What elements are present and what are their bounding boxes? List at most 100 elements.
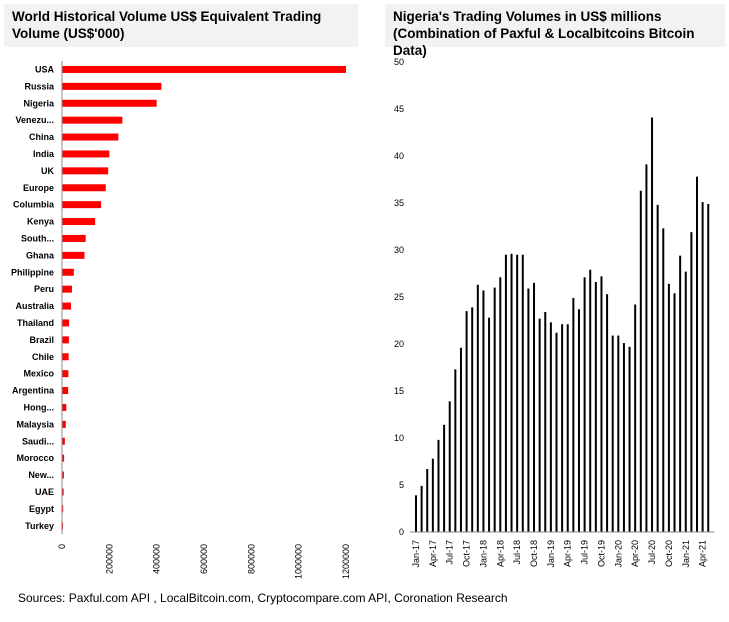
y-tick-label-10: 50 bbox=[394, 57, 404, 67]
bar-18 bbox=[62, 370, 69, 378]
bar-23 bbox=[62, 454, 65, 462]
month-tick-label-1: Apr-17 bbox=[428, 540, 438, 567]
category-label-6: UK bbox=[41, 166, 54, 176]
category-label-7: Europe bbox=[23, 183, 54, 193]
bar-10 bbox=[62, 234, 86, 242]
bar-24 bbox=[549, 322, 552, 532]
bar-16 bbox=[504, 254, 507, 532]
bar-47 bbox=[679, 255, 682, 532]
bar-45 bbox=[667, 283, 670, 532]
category-label-21: Malaysia bbox=[16, 419, 55, 429]
category-label-17: Chile bbox=[32, 352, 54, 362]
y-tick-label-3: 15 bbox=[394, 386, 404, 396]
bar-30 bbox=[583, 277, 586, 532]
category-label-11: Ghana bbox=[26, 250, 55, 260]
bar-13 bbox=[488, 317, 491, 532]
category-label-19: Argentina bbox=[12, 386, 55, 396]
bar-8 bbox=[62, 201, 102, 209]
month-tick-label-17: Apr-21 bbox=[698, 540, 708, 567]
y-tick-label-4: 20 bbox=[394, 339, 404, 349]
bar-49 bbox=[690, 232, 693, 532]
bar-42 bbox=[651, 117, 654, 533]
category-label-3: Venezu... bbox=[15, 115, 54, 125]
bar-50 bbox=[696, 176, 698, 532]
bar-52 bbox=[707, 203, 710, 532]
category-label-12: Philippine bbox=[11, 267, 54, 277]
bar-18 bbox=[516, 254, 519, 532]
bar-35 bbox=[611, 335, 614, 532]
category-label-10: South... bbox=[21, 233, 54, 243]
bar-12 bbox=[482, 290, 485, 532]
x-tick-label-3: 600000 bbox=[199, 544, 209, 574]
bar-38 bbox=[628, 346, 631, 532]
month-tick-label-5: Apr-18 bbox=[495, 540, 505, 567]
bar-3 bbox=[431, 458, 434, 532]
category-label-2: Nigeria bbox=[23, 98, 55, 108]
y-tick-label-7: 35 bbox=[394, 198, 404, 208]
bar-39 bbox=[634, 304, 637, 532]
bar-36 bbox=[617, 335, 620, 532]
month-tick-label-13: Apr-20 bbox=[630, 540, 640, 567]
bar-6 bbox=[448, 401, 451, 532]
month-tick-label-16: Jan-21 bbox=[681, 540, 691, 568]
source-note: Sources: Paxful.com API , LocalBitcoin.c… bbox=[18, 591, 508, 605]
bar-5 bbox=[62, 150, 110, 158]
x-tick-label-2: 400000 bbox=[152, 544, 162, 574]
category-label-16: Brazil bbox=[29, 335, 54, 345]
month-tick-label-14: Jul-20 bbox=[647, 540, 657, 565]
bar-26 bbox=[62, 505, 64, 513]
bar-34 bbox=[606, 294, 609, 532]
category-label-25: UAE bbox=[35, 487, 54, 497]
bar-13 bbox=[62, 285, 72, 293]
month-tick-label-0: Jan-17 bbox=[411, 540, 421, 568]
month-tick-label-12: Jan-20 bbox=[613, 540, 623, 568]
bar-14 bbox=[62, 302, 71, 310]
bar-44 bbox=[662, 228, 665, 532]
bar-28 bbox=[572, 297, 575, 532]
bar-5 bbox=[443, 424, 446, 532]
bar-48 bbox=[684, 271, 687, 532]
bar-2 bbox=[62, 99, 157, 107]
bar-19 bbox=[62, 387, 69, 395]
bar-15 bbox=[62, 319, 70, 327]
bar-6 bbox=[62, 167, 109, 175]
bar-31 bbox=[589, 269, 592, 532]
category-label-5: India bbox=[33, 149, 55, 159]
category-label-27: Turkey bbox=[25, 521, 54, 531]
y-tick-label-0: 0 bbox=[399, 527, 404, 537]
month-tick-label-4: Jan-18 bbox=[478, 540, 488, 568]
bar-40 bbox=[639, 190, 642, 532]
bar-17 bbox=[510, 253, 513, 532]
category-label-22: Saudi... bbox=[22, 436, 54, 446]
category-label-23: Morocco bbox=[16, 453, 54, 463]
bar-22 bbox=[538, 318, 541, 532]
bar-0 bbox=[415, 495, 417, 532]
bar-14 bbox=[493, 287, 496, 532]
bar-11 bbox=[476, 284, 479, 532]
bar-32 bbox=[594, 281, 597, 532]
y-tick-label-8: 40 bbox=[394, 151, 404, 161]
category-label-8: Columbia bbox=[13, 200, 55, 210]
month-tick-label-3: Oct-17 bbox=[462, 540, 472, 567]
bar-23 bbox=[544, 312, 547, 532]
bar-7 bbox=[62, 184, 106, 192]
month-tick-label-11: Oct-19 bbox=[596, 540, 606, 567]
bar-2 bbox=[426, 469, 429, 532]
category-label-15: Thailand bbox=[17, 318, 54, 328]
category-label-26: Egypt bbox=[29, 504, 54, 514]
bar-26 bbox=[561, 324, 564, 532]
bar-51 bbox=[701, 202, 704, 532]
bar-4 bbox=[437, 439, 440, 532]
bar-24 bbox=[62, 471, 64, 479]
category-label-9: Kenya bbox=[27, 217, 55, 227]
y-tick-label-5: 25 bbox=[394, 292, 404, 302]
x-tick-label-6: 1200000 bbox=[341, 544, 351, 579]
bar-21 bbox=[533, 282, 536, 532]
bar-21 bbox=[62, 420, 66, 428]
category-label-20: Hong... bbox=[24, 402, 55, 412]
bar-46 bbox=[673, 293, 676, 532]
y-tick-label-9: 45 bbox=[394, 104, 404, 114]
bar-25 bbox=[555, 332, 558, 532]
month-tick-label-10: Jul-19 bbox=[580, 540, 590, 565]
